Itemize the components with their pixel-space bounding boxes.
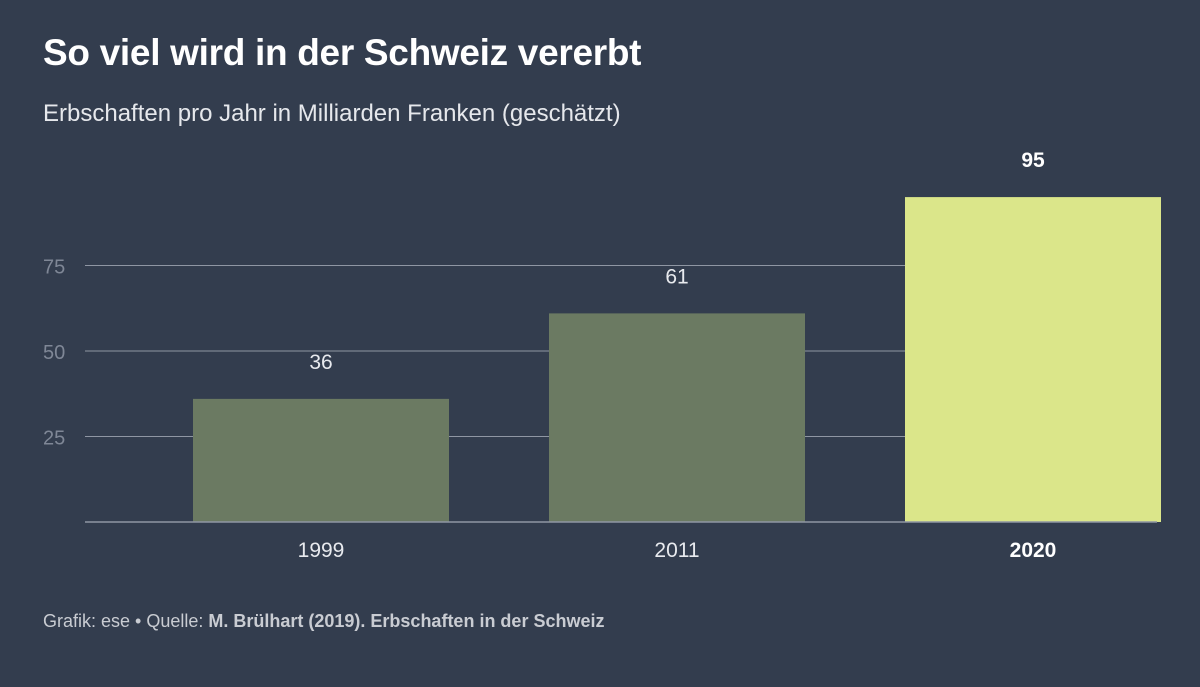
value-label-2011: 61 [665, 265, 688, 288]
bar-2011 [549, 313, 805, 522]
value-label-2020: 95 [1021, 149, 1045, 172]
chart-subtitle: Erbschaften pro Jahr in Milliarden Frank… [43, 100, 621, 127]
x-tick-label-2011: 2011 [654, 539, 699, 562]
x-tick-label-2020: 2020 [1010, 539, 1057, 562]
y-tick-label-50: 50 [43, 342, 65, 364]
footer-prefix: Grafik: ese • Quelle: [43, 611, 209, 631]
footer-source: M. Brülhart (2019). Erbschaften in der S… [208, 611, 605, 631]
bar-2020 [905, 197, 1161, 522]
x-tick-label-1999: 1999 [298, 539, 345, 562]
footer-credit: Grafik: ese • Quelle: M. Brülhart (2019)… [43, 611, 604, 632]
chart-title: So viel wird in der Schweiz vererbt [43, 32, 642, 73]
value-label-1999: 36 [309, 351, 332, 374]
y-tick-label-25: 25 [43, 428, 65, 450]
y-tick-label-75: 75 [43, 257, 65, 279]
bar-1999 [193, 398, 449, 522]
